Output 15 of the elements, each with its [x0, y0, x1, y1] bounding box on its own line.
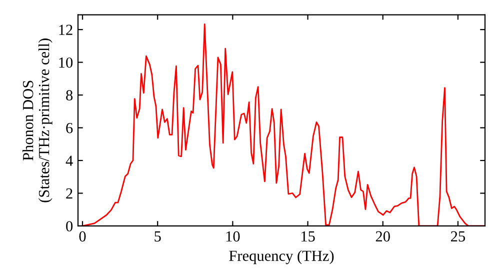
y-tick-label: 4 — [66, 156, 73, 166]
x-tick-label: 5 — [154, 231, 161, 242]
x-tick-label: 20 — [376, 231, 390, 242]
x-tick-label: 0 — [79, 231, 86, 242]
y-tick-label: 6 — [66, 122, 73, 134]
x-tick-label: 15 — [301, 231, 315, 242]
y-tick-label: 10 — [59, 57, 73, 68]
y-tick-label: 12 — [59, 24, 72, 35]
y-axis-title: Phonon DOS (States/THz·primitive cell) — [22, 38, 52, 202]
x-axis-title: Frequency (THz) — [229, 250, 334, 264]
x-tick-label: 25 — [451, 231, 466, 242]
x-tick-label: 10 — [226, 231, 240, 242]
y-tick-label: 0 — [66, 221, 73, 232]
y-tick-label: 8 — [66, 90, 73, 100]
y-tick-label: 2 — [66, 188, 72, 199]
